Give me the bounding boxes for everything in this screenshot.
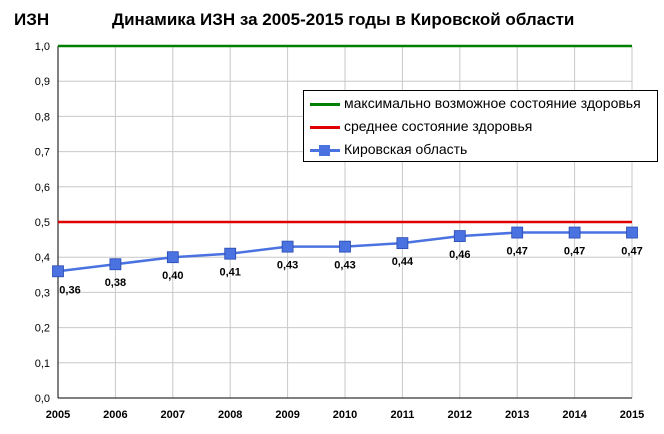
y-tick-label: 0,8 (35, 111, 50, 123)
kirov-marker (224, 247, 237, 260)
y-axis-title: ИЗН (14, 10, 50, 29)
data-label: 0,47 (564, 246, 585, 258)
legend-item-average: среднее состояние здоровья (304, 116, 657, 138)
y-tick-label: 0,4 (35, 252, 50, 264)
data-label: 0,38 (105, 277, 126, 289)
legend-label-kirov: Кировская область (344, 141, 468, 157)
kirov-marker (109, 258, 122, 271)
legend: максимально возможное состояние здоровья… (303, 90, 658, 162)
legend-marker-kirov (319, 145, 330, 156)
x-tick-label: 2008 (218, 409, 242, 421)
kirov-marker (52, 265, 64, 278)
x-tick-label: 2015 (620, 409, 644, 421)
data-label: 0,44 (392, 256, 414, 268)
x-tick-label: 2014 (562, 409, 587, 421)
y-tick-label: 0,0 (35, 393, 50, 405)
legend-item-kirov: Кировская область (304, 139, 657, 161)
data-label: 0,41 (219, 267, 240, 279)
kirov-marker (281, 240, 294, 253)
x-tick-label: 2011 (390, 409, 414, 421)
kirov-marker (568, 226, 581, 239)
legend-label-max: максимально возможное состояние здоровья (344, 95, 641, 111)
x-tick-label: 2013 (505, 409, 529, 421)
y-tick-label: 0,7 (35, 147, 50, 159)
data-label: 0,43 (334, 260, 355, 272)
x-tick-label: 2007 (161, 409, 185, 421)
y-tick-label: 0,2 (35, 323, 50, 335)
legend-swatch-average (310, 126, 340, 129)
x-tick-label: 2012 (448, 409, 472, 421)
legend-swatch-max (310, 103, 340, 106)
x-tick-label: 2006 (103, 409, 127, 421)
data-label: 0,36 (59, 284, 80, 296)
kirov-marker (511, 226, 524, 239)
x-tick-label: 2005 (46, 409, 70, 421)
data-label: 0,47 (621, 246, 642, 258)
kirov-marker (166, 251, 179, 264)
y-tick-label: 0,9 (35, 76, 50, 88)
y-tick-label: 1,0 (35, 41, 50, 53)
data-label: 0,43 (277, 260, 298, 272)
x-tick-label: 2010 (333, 409, 357, 421)
data-label: 0,40 (162, 270, 183, 282)
data-label: 0,46 (449, 249, 470, 261)
kirov-marker (453, 230, 466, 242)
legend-label-average: среднее состояние здоровья (344, 118, 533, 134)
y-tick-label: 0,1 (35, 358, 50, 370)
y-tick-label: 0,3 (35, 287, 50, 299)
x-tick-label: 2009 (275, 409, 299, 421)
kirov-marker (626, 226, 638, 239)
kirov-marker (339, 240, 351, 253)
data-label: 0,47 (506, 246, 527, 258)
y-tick-label: 0,5 (35, 217, 50, 229)
chart-title: Динамика ИЗН за 2005-2015 годы в Кировск… (112, 10, 575, 29)
legend-item-max: максимально возможное состояние здоровья (304, 93, 657, 115)
y-tick-label: 0,6 (35, 182, 50, 194)
kirov-marker (396, 237, 409, 250)
